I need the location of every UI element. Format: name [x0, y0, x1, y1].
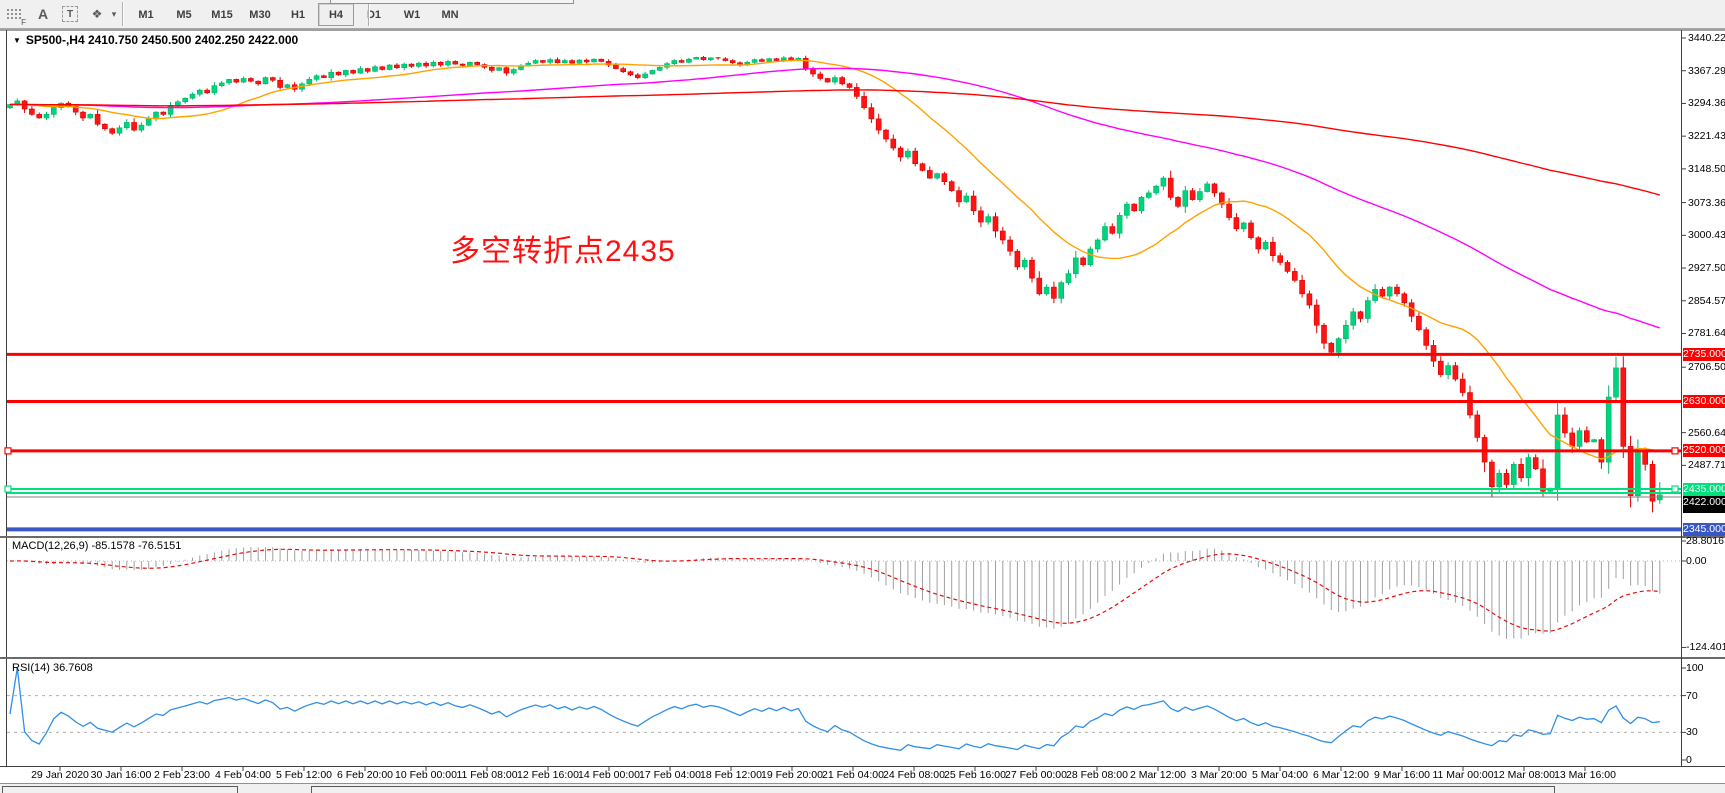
- objects-icon[interactable]: ❖: [91, 7, 103, 21]
- horizontal-line-objects[interactable]: [4, 352, 1681, 532]
- timeframe-button-m5[interactable]: M5: [176, 8, 192, 21]
- chart-tab-strip: [0, 783, 1725, 793]
- chart-symbol-title: ▼ SP500-,H4 2410.750 2450.500 2402.250 24…: [13, 33, 299, 47]
- timeframe-button-mn[interactable]: MN: [441, 8, 459, 21]
- time-axis-label: 4 Feb 04:00: [214, 769, 272, 781]
- panel-frames: [0, 29, 1725, 783]
- toolbar-separator: [122, 2, 124, 26]
- symbol-dropdown-triangle-icon: ▼: [13, 36, 21, 45]
- time-axis-label: 6 Feb 20:00: [336, 769, 394, 781]
- chart-tab[interactable]: [311, 786, 1555, 793]
- time-axis-label: 18 Feb 12:00: [700, 769, 762, 781]
- price-axis-tick: 2781.640: [1688, 327, 1725, 339]
- line-handle: [1671, 447, 1679, 455]
- macd-axis-tick: 0.00: [1686, 555, 1707, 567]
- timeframe-button-m30[interactable]: M30: [249, 8, 271, 21]
- time-axis-label: 14 Feb 00:00: [578, 769, 640, 781]
- price-axis-tick: 2927.500: [1688, 262, 1725, 274]
- rsi-indicator-label: RSI(14) 36.7608: [12, 662, 93, 674]
- macd-axis-tick: 28.8016: [1686, 535, 1724, 547]
- line-price-label: 2345.000: [1683, 523, 1725, 536]
- macd-indicator-label: MACD(12,26,9) -85.1578 -76.5151: [12, 540, 182, 552]
- time-axis-label: 2 Mar 12:00: [1129, 769, 1187, 781]
- time-axis-label: 10 Feb 00:00: [395, 769, 457, 781]
- axis-tick-marks: [59, 37, 1686, 771]
- timeframe-button-group: M1 M5 M15 M30 H1 H4 D1 W1 MN: [128, 3, 470, 26]
- time-axis-label: 12 Mar 08:00: [1493, 769, 1555, 781]
- time-axis-label: 11 Mar 00:00: [1432, 769, 1494, 781]
- time-axis-label: 6 Mar 12:00: [1312, 769, 1370, 781]
- dropdown-caret-icon[interactable]: ▾: [111, 8, 117, 19]
- time-axis-label: 24 Feb 08:00: [883, 769, 945, 781]
- time-axis-label: 25 Feb 16:00: [944, 769, 1006, 781]
- text-box-icon[interactable]: T: [60, 4, 80, 24]
- time-axis-label: 17 Feb 04:00: [639, 769, 701, 781]
- time-axis-label: 21 Feb 04:00: [822, 769, 884, 781]
- price-axis-tick: 3221.430: [1688, 130, 1725, 142]
- line-handle: [4, 485, 12, 493]
- line-price-label: 2435.000: [1683, 483, 1725, 496]
- price-axis-tick: 2560.640: [1688, 427, 1725, 439]
- ma-slow: [10, 89, 1660, 196]
- hidden-price-label: [1683, 509, 1725, 513]
- price-axis-tick: 2854.570: [1688, 295, 1725, 307]
- time-axis-label: 12 Feb 16:00: [517, 769, 579, 781]
- chart-text-annotation[interactable]: 多空转折点2435: [450, 235, 676, 268]
- rsi-panel: [7, 667, 1681, 751]
- time-axis-label: 2 Feb 23:00: [153, 769, 211, 781]
- time-axis-label: 28 Feb 08:00: [1066, 769, 1128, 781]
- timeframe-button-m15[interactable]: M15: [211, 8, 233, 21]
- price-chart-canvas[interactable]: [0, 29, 1725, 783]
- rsi-axis-tick: 0: [1686, 754, 1692, 766]
- chart-window: ▼ SP500-,H4 2410.750 2450.500 2402.250 24…: [0, 29, 1725, 783]
- time-axis-label: 30 Jan 16:00: [90, 769, 152, 781]
- chart-toolbar: F A T ❖ ▾ M1 M5 M15 M30 H1 H4 D1 W1 MN: [0, 0, 1725, 29]
- time-axis-label: 27 Feb 00:00: [1005, 769, 1067, 781]
- line-price-label: 2630.000: [1683, 395, 1725, 408]
- timeframe-button-h1[interactable]: H1: [290, 8, 306, 21]
- timeframe-button-d1[interactable]: D1: [366, 8, 382, 21]
- line-price-label: 2735.000: [1683, 348, 1725, 361]
- time-axis-label: 11 Feb 08:00: [456, 769, 518, 781]
- price-axis-tick: 3000.430: [1688, 229, 1725, 241]
- moving-averages: [9, 59, 1661, 460]
- time-axis-label: 5 Mar 04:00: [1251, 769, 1309, 781]
- template-grid-icon[interactable]: F: [4, 4, 26, 27]
- price-axis-tick: 2706.500: [1688, 361, 1725, 373]
- line-handle: [4, 447, 12, 455]
- rsi-axis-tick: 70: [1686, 690, 1698, 702]
- price-axis-tick: 3073.360: [1688, 197, 1725, 209]
- time-axis-label: 19 Feb 20:00: [761, 769, 823, 781]
- time-axis-label: 3 Mar 20:00: [1190, 769, 1248, 781]
- timeframe-button-m1[interactable]: M1: [138, 8, 154, 21]
- text-a-icon[interactable]: A: [37, 6, 49, 22]
- macd-panel: [7, 547, 1681, 639]
- time-axis-label: 29 Jan 2020: [31, 769, 89, 781]
- line-price-label: 2520.000: [1683, 444, 1725, 457]
- toolbar-separator: [368, 2, 370, 26]
- window-edge-fragment: [330, 0, 574, 4]
- macd-signal-line: [9, 548, 1660, 632]
- ma-fast: [9, 59, 1660, 460]
- price-axis-tick: 3440.220: [1688, 32, 1725, 44]
- price-axis-tick: 3367.290: [1688, 65, 1725, 77]
- timeframe-button-h4[interactable]: H4: [318, 3, 354, 26]
- rsi-line: [9, 667, 1660, 751]
- price-axis-tick: 3294.360: [1688, 97, 1725, 109]
- rsi-axis-tick: 100: [1686, 662, 1704, 674]
- time-axis-label: 5 Feb 12:00: [275, 769, 333, 781]
- price-axis-tick: 2487.710: [1688, 459, 1725, 471]
- line-handle: [1671, 485, 1679, 493]
- rsi-axis-tick: 30: [1686, 726, 1698, 738]
- time-axis-label: 13 Mar 16:00: [1554, 769, 1616, 781]
- time-axis-label: 9 Mar 16:00: [1373, 769, 1431, 781]
- timeframe-button-w1[interactable]: W1: [403, 8, 421, 21]
- current-price-label: 2422.000: [1683, 496, 1725, 509]
- price-axis-tick: 3148.500: [1688, 163, 1725, 175]
- chart-tab[interactable]: [2, 786, 238, 793]
